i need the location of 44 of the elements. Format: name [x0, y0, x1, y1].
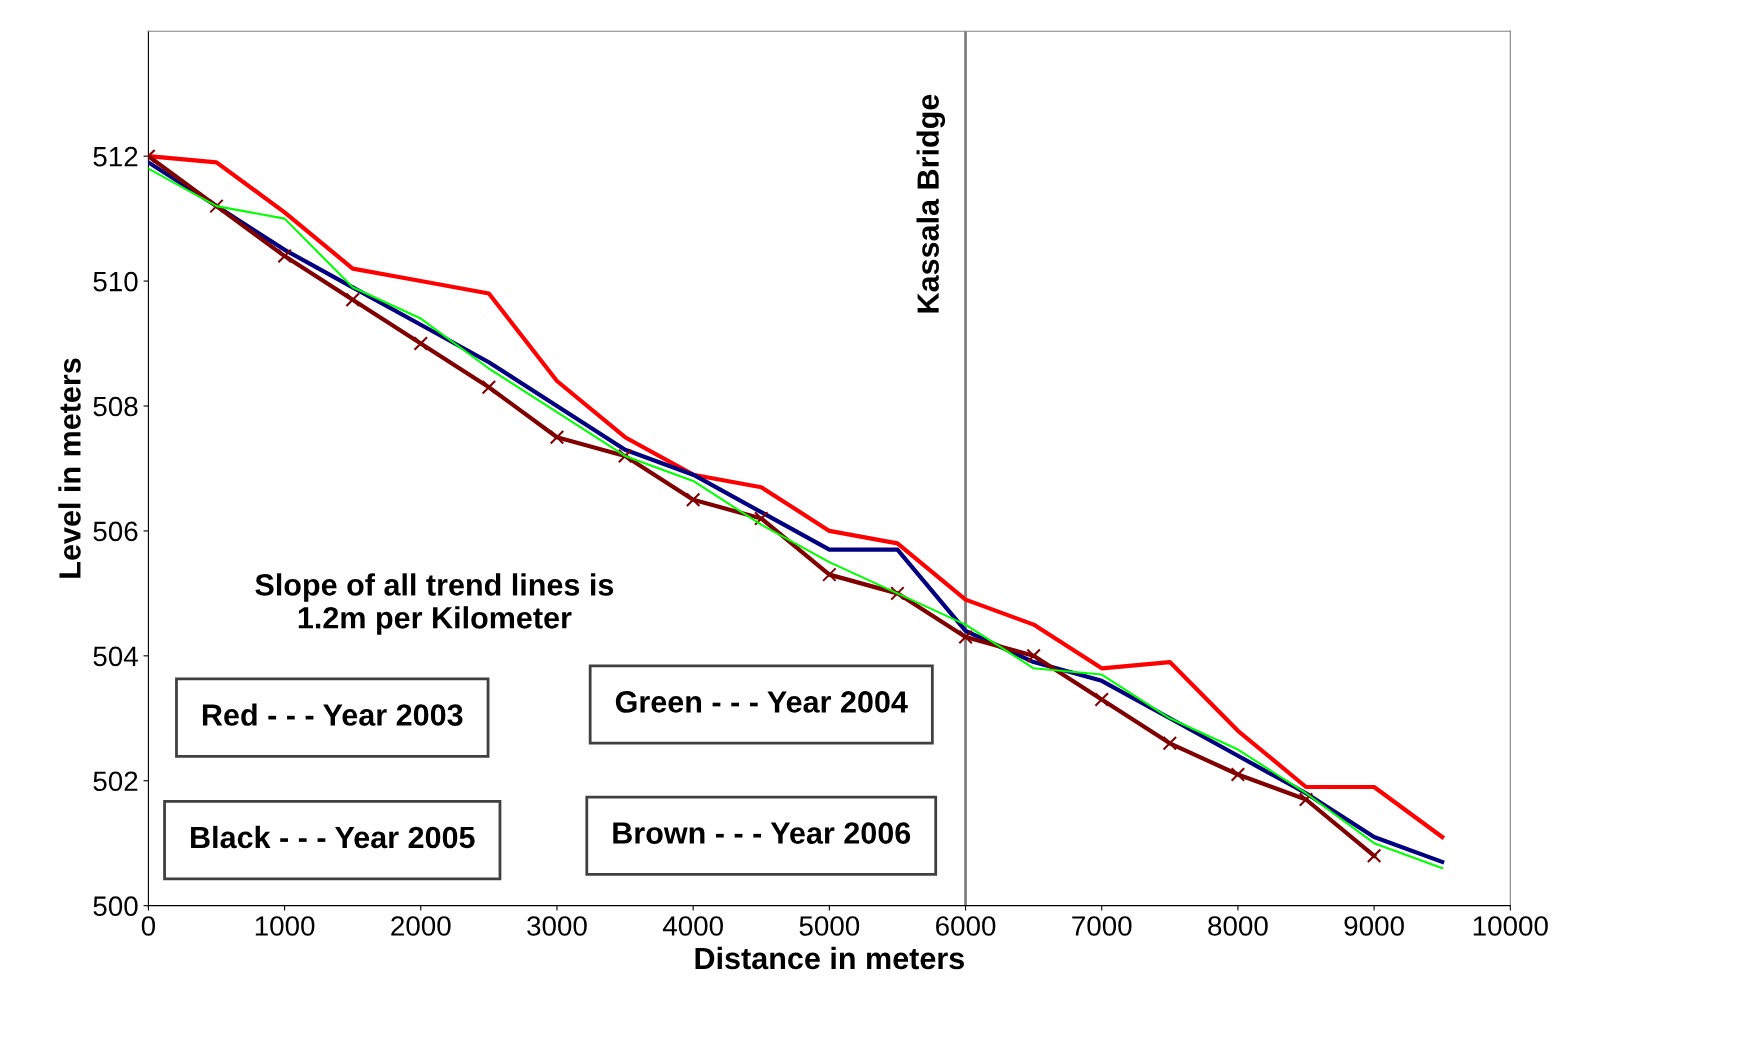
annotation: Brown - - - Year 2006: [613, 822, 911, 844]
y-tick-label: 510: [93, 271, 138, 292]
y-tick-label: 508: [93, 396, 138, 417]
point: [1298, 792, 1314, 807]
x-tick-label: 7000: [1072, 916, 1132, 936]
ref-line-label: Kassala Bridge: [916, 94, 946, 313]
y-axis-title: Level in meters: [58, 358, 81, 578]
point: [1366, 848, 1382, 863]
point: [1162, 735, 1178, 751]
point: [481, 379, 497, 395]
x-tick-label: 2000: [391, 916, 451, 936]
point: [413, 336, 429, 351]
y-tick-label: 502: [93, 771, 138, 792]
point: [890, 586, 905, 601]
x-tick-label: 9000: [1344, 916, 1404, 936]
y-tick-label: 500: [93, 896, 138, 917]
point: [617, 448, 633, 464]
annotation: Black - - - Year 2005: [191, 825, 475, 849]
annotation: Green - - - Year 2004: [615, 691, 908, 713]
point: [1026, 648, 1041, 664]
y-tick-label: 506: [93, 521, 138, 542]
point: [958, 629, 973, 645]
x-tick-label: 4000: [662, 916, 723, 936]
x-axis-title: Distance in meters: [695, 946, 964, 970]
x-tick-label: 10000: [1473, 916, 1548, 936]
x-tick-label: 6000: [936, 916, 996, 936]
point: [753, 511, 769, 526]
x-tick-label: 3000: [527, 916, 587, 936]
y-tick-label: 504: [93, 646, 138, 667]
point: [822, 567, 837, 582]
x-tick-label: 8000: [1208, 916, 1268, 936]
point: [209, 198, 224, 214]
point: [1094, 692, 1110, 707]
point: [345, 292, 360, 308]
point: [549, 429, 565, 445]
annotation: Red - - - Year 2003: [202, 703, 463, 726]
point: [277, 248, 292, 264]
x-tick-label: 5000: [799, 916, 860, 936]
point: [1230, 767, 1246, 782]
y-tick-label: 512: [93, 146, 138, 167]
x-tick-label: 0: [141, 916, 156, 936]
x-tick-label: 1000: [255, 916, 315, 936]
point: [685, 492, 701, 507]
annotation: Slope of all trend lines is 1.2m per Kilometer: [255, 573, 614, 635]
